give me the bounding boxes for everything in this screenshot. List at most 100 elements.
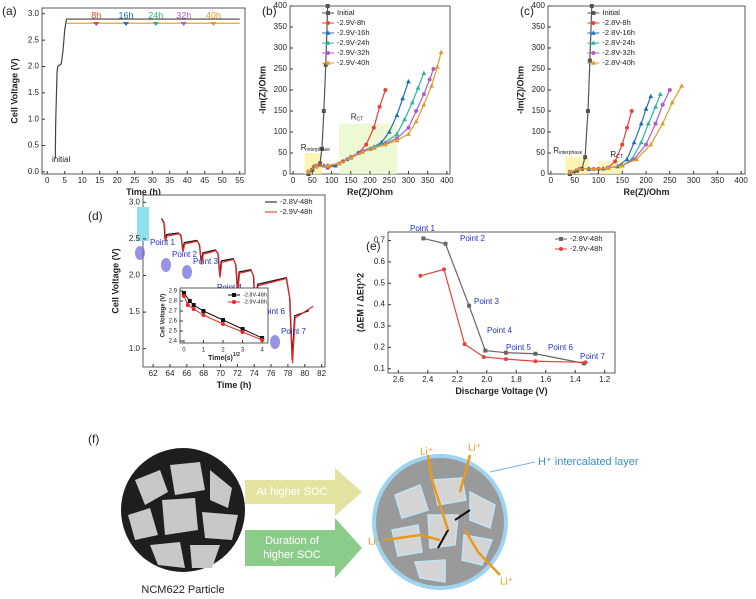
arrow-label: Duration of	[265, 535, 320, 547]
x-tick-label: 250	[663, 176, 677, 185]
x-tick-label: 35	[165, 176, 174, 185]
y-tick-label: 0	[541, 169, 546, 178]
data-point	[313, 163, 319, 169]
y-tick-label: 0.1	[374, 364, 386, 373]
data-point	[409, 100, 415, 105]
y-tick-label: 3.0	[129, 197, 141, 206]
data-point	[624, 156, 630, 162]
y-axis-label: -Im(Z)/Ohm	[257, 66, 267, 114]
legend-marker	[325, 60, 331, 65]
x-tick-label: 0	[291, 176, 296, 185]
x-tick-label: 100	[592, 176, 606, 185]
point-label: Point 3	[474, 297, 499, 306]
x-tick-label: 62	[149, 369, 158, 378]
data-point	[394, 112, 400, 117]
data-point	[575, 168, 580, 173]
data-point	[394, 137, 400, 143]
x-tick-label: 250	[383, 176, 397, 185]
x-tick-label: 100	[325, 176, 339, 185]
x-tick-label: 50	[308, 176, 317, 185]
data-point	[240, 327, 245, 331]
y-axis-label: Cell Voltage (V)	[9, 58, 19, 123]
x-tick-label: 4	[260, 348, 264, 354]
point-highlight	[135, 246, 145, 260]
data-point	[336, 160, 342, 166]
series-line	[161, 219, 314, 364]
x-tick-label: 3	[241, 348, 245, 354]
x-tick-label: 72	[233, 369, 242, 378]
series-line	[54, 18, 240, 159]
x-tick-label: 68	[199, 369, 208, 378]
y-tick-label: 3.0	[28, 9, 40, 18]
legend-marker	[325, 30, 331, 35]
legend-label: -2.8V-8h	[602, 18, 630, 27]
panel-label: (b)	[262, 4, 277, 18]
annotation-marker	[180, 22, 187, 26]
x-tick-label: 40	[183, 176, 192, 185]
point-highlight	[161, 258, 171, 272]
annotation: 16h	[118, 10, 133, 20]
legend-label: -2.9V-16h	[337, 28, 370, 37]
x-tick-label: 200	[363, 176, 377, 185]
x-tick-label: 15	[95, 176, 104, 185]
data-point	[421, 102, 427, 107]
x-tick-label: 30	[148, 176, 157, 185]
y-tick-label: 400	[274, 1, 288, 10]
x-tick-label: 50	[218, 176, 227, 185]
li-path	[384, 454, 501, 576]
ion-label: Li⁺	[368, 537, 381, 548]
data-point	[413, 118, 419, 124]
legend-label: -2.9V-24h	[337, 38, 370, 47]
data-point	[421, 236, 426, 241]
data-point	[306, 172, 311, 176]
x-tick-label: 50	[570, 176, 579, 185]
annotation: 40h	[206, 10, 221, 20]
y-tick-label: 2.7	[169, 309, 178, 315]
data-point	[306, 169, 311, 174]
x-tick-label: 1	[202, 348, 206, 354]
legend-label: -2.9V-32h	[337, 48, 370, 57]
data-point	[533, 359, 538, 364]
data-point	[191, 307, 196, 311]
data-point	[434, 64, 440, 69]
legend-label: -2.8V-40h	[602, 58, 635, 67]
data-point	[442, 267, 447, 272]
x-tick-label: 200	[639, 176, 653, 185]
data-point	[483, 348, 488, 353]
data-point	[583, 155, 588, 160]
x-tick-label: 300	[402, 176, 416, 185]
y-tick-label: 2.5	[129, 234, 141, 243]
x-tick-label: 0	[182, 348, 186, 354]
legend-marker	[325, 40, 331, 45]
data-point	[648, 142, 654, 147]
data-point	[421, 70, 427, 75]
data-point	[591, 166, 597, 171]
data-point	[221, 322, 226, 326]
data-point	[613, 159, 618, 164]
data-point	[431, 67, 436, 71]
annotation: RCT	[610, 150, 622, 160]
legend-marker	[591, 11, 596, 15]
data-point	[394, 131, 400, 136]
legend-label: -2.8V-24h	[602, 38, 635, 47]
point-label: Point 3	[193, 257, 218, 266]
legend-label: -2.8V-32h	[602, 48, 635, 57]
x-axis-label: Time (h)	[126, 187, 161, 197]
point-highlight	[270, 335, 280, 349]
point-label: Point 1	[410, 224, 435, 233]
legend-label: Initial	[602, 8, 620, 17]
data-point	[406, 131, 411, 136]
data-point	[429, 83, 434, 88]
y-tick-label: 2.5	[169, 329, 178, 335]
y-tick-label: 0.3	[374, 321, 386, 330]
data-point	[669, 100, 675, 105]
data-point	[638, 121, 644, 126]
data-point	[181, 291, 186, 295]
y-tick-label: 0.5	[28, 141, 40, 150]
data-point	[348, 155, 354, 160]
point-label: Point 6	[260, 307, 285, 316]
data-point	[629, 109, 634, 113]
legend-marker	[591, 30, 596, 35]
annotation-marker	[93, 22, 100, 26]
